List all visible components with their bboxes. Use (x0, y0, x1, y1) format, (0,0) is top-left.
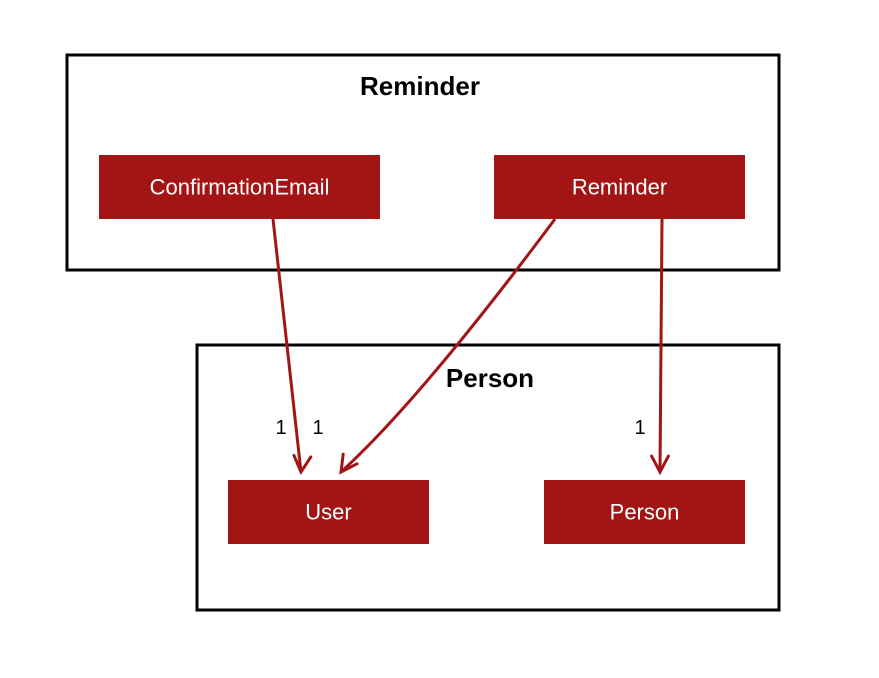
cls-reminder-label: Reminder (572, 175, 667, 200)
multiplicity-label: 1 (312, 417, 323, 439)
cls-confirmation-email-label: ConfirmationEmail (150, 175, 330, 200)
uml-diagram: Reminder Person 1 1 1 ConfirmationEmail Remind… (0, 0, 879, 678)
pkg-person-title: Person (446, 363, 534, 393)
cls-person-label: Person (610, 500, 680, 525)
pkg-reminder-title: Reminder (360, 71, 480, 101)
multiplicity-label: 1 (634, 417, 645, 439)
cls-confirmation-email: ConfirmationEmail (99, 155, 380, 219)
cls-reminder: Reminder (494, 155, 745, 219)
cls-person: Person (544, 480, 745, 544)
multiplicity-label: 1 (275, 417, 286, 439)
cls-user: User (228, 480, 429, 544)
pkg-person: Person (197, 345, 779, 610)
cls-user-label: User (305, 500, 351, 525)
